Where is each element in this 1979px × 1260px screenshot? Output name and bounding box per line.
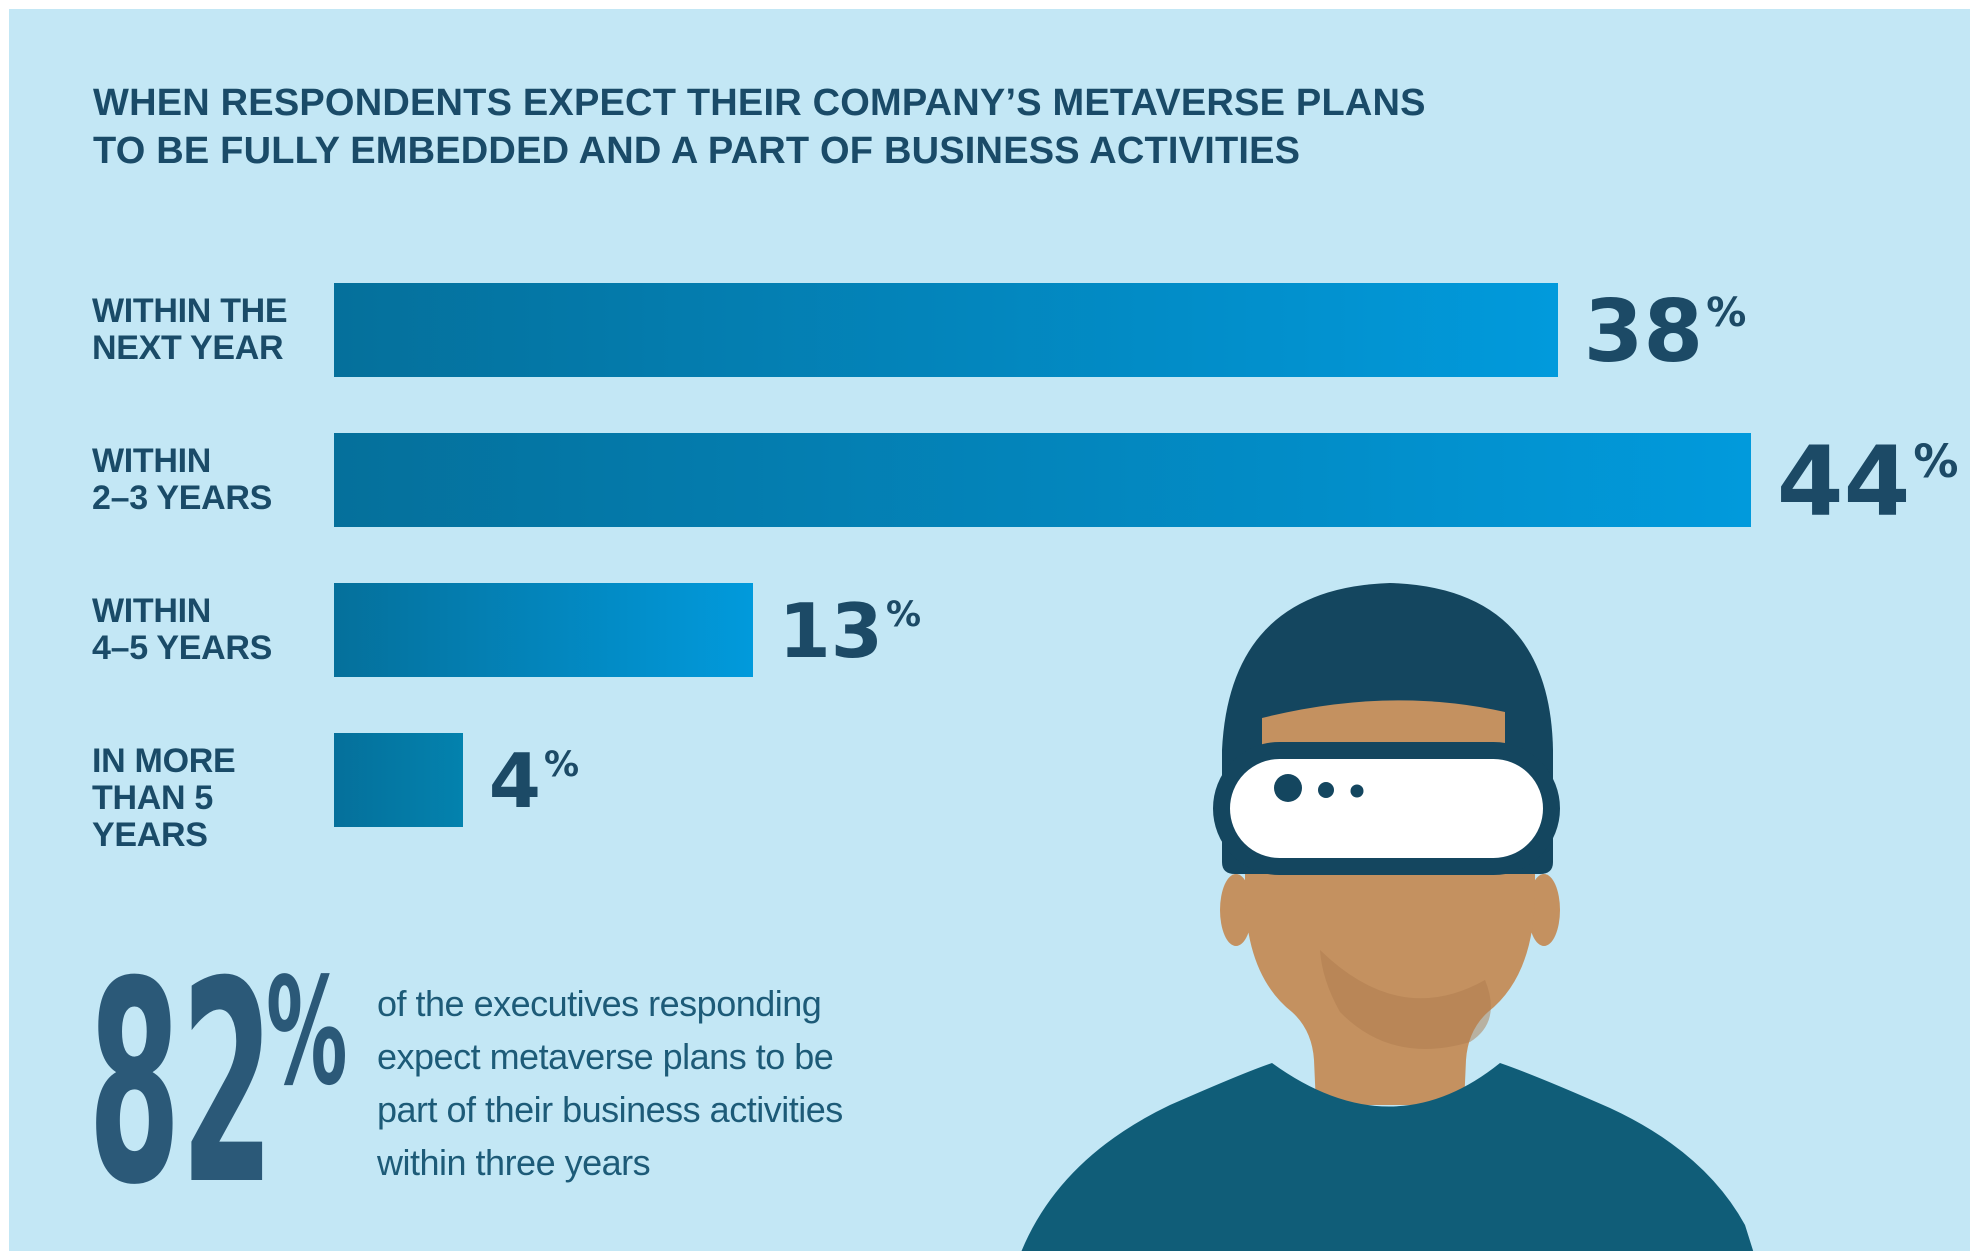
bar [334, 283, 1558, 377]
stat-description-line1: of the executives responding [377, 983, 822, 1024]
bar-value-label: 44% [1777, 434, 1959, 530]
percent-sign: % [1706, 290, 1747, 336]
vr-headset-icon [1213, 742, 1560, 875]
bar-label-line1: WITHIN THE [92, 292, 288, 330]
bar-value-number: 4 [488, 737, 541, 825]
percent-sign: % [1913, 435, 1959, 488]
bar-row-within-4-5-years: WITHIN 4–5 YEARS 13% [9, 583, 1970, 677]
headset-dot-small [1350, 784, 1364, 798]
bar-value-label: 38% [1584, 289, 1747, 375]
bar-value-number: 44 [1776, 426, 1911, 538]
bar-label-line2: THAN 5 YEARS [92, 779, 213, 854]
person-vr-headset-illustration [1021, 583, 1754, 1251]
bar-label-line2: 4–5 YEARS [92, 629, 273, 667]
bar-value-label: 13% [779, 594, 921, 669]
headset-dot-large [1274, 774, 1302, 802]
chart-title-line1: WHEN RESPONDENTS EXPECT THEIR COMPANY’S … [93, 82, 1426, 124]
chart-title: WHEN RESPONDENTS EXPECT THEIR COMPANY’S … [93, 79, 1426, 175]
chart-title-line2: TO BE FULLY EMBEDDED AND A PART OF BUSIN… [93, 130, 1301, 172]
key-stat-number: 82 [88, 922, 274, 1246]
infographic-panel: WHEN RESPONDENTS EXPECT THEIR COMPANY’S … [9, 9, 1970, 1251]
key-stat-description: of the executives responding expect meta… [377, 977, 843, 1189]
bar [334, 433, 1751, 527]
percent-sign: % [885, 595, 922, 635]
bar-label-line1: IN MORE [92, 742, 236, 780]
bar-label-line1: WITHIN [92, 442, 212, 480]
stat-description-line2: expect metaverse plans to be [377, 1036, 834, 1077]
bar-label: WITHIN 4–5 YEARS [92, 593, 332, 667]
bar-label-line1: WITHIN [92, 592, 212, 630]
bar [334, 583, 753, 677]
stat-description-line4: within three years [377, 1142, 651, 1183]
bar-label-line2: 2–3 YEARS [92, 479, 273, 517]
bar-label: IN MORE THAN 5 YEARS [92, 743, 332, 854]
bar-row-within-2-3-years: WITHIN 2–3 YEARS 44% [9, 433, 1970, 530]
headset-dot-medium [1318, 782, 1334, 798]
bar-value-number: 38 [1583, 282, 1704, 382]
neck-shadow [1320, 950, 1491, 1049]
percent-sign: % [543, 745, 580, 785]
bar-row-within-next-year: WITHIN THE NEXT YEAR 38% [9, 283, 1970, 377]
shirt [1021, 1063, 1754, 1251]
bar-label: WITHIN THE NEXT YEAR [92, 293, 332, 367]
bar-label-line2: NEXT YEAR [92, 329, 284, 367]
bar-row-in-more-than-5-years: IN MORE THAN 5 YEARS 4% [9, 733, 1970, 854]
bar [334, 733, 463, 827]
bar-value-label: 4% [489, 744, 579, 819]
bar-label: WITHIN 2–3 YEARS [92, 443, 332, 517]
bar-value-number: 13 [778, 587, 883, 675]
stat-description-line3: part of their business activities [377, 1089, 843, 1130]
key-stat-percent-sign: % [266, 946, 348, 1118]
